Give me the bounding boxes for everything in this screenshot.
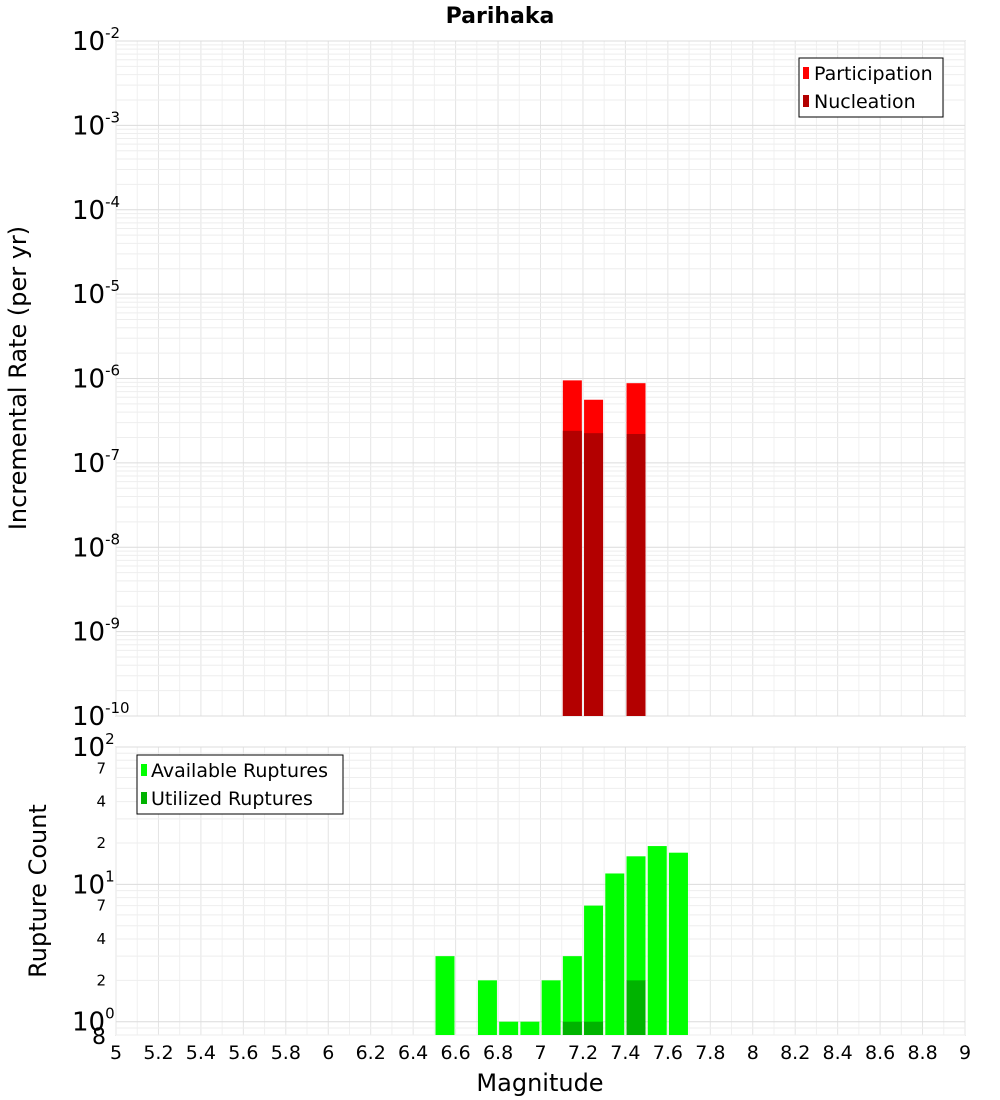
x-axis-label: Magnitude	[476, 1069, 603, 1097]
x-tick-label: 7	[534, 1042, 546, 1064]
y-tick-minor-label: 4	[96, 930, 106, 948]
x-ticks: 5 5.2 5.4 5.6 5.8 6 6.2 6.4 6.6 6.8 7 7.2 7.4 7.6 7.8 8…	[110, 1042, 971, 1064]
legend-swatch-nucleation	[803, 95, 809, 107]
bottom-bar-available-ruptures	[605, 873, 625, 1035]
bottom-bar-available-ruptures	[562, 956, 582, 1035]
x-tick-label: 6.6	[440, 1042, 470, 1064]
y-tick-minor-label: 8	[92, 1025, 106, 1050]
top-bar-nucleation	[584, 433, 604, 716]
x-tick-label: 6.2	[356, 1042, 386, 1064]
top-legend-box	[798, 57, 944, 118]
bottom-bar-available-ruptures	[477, 980, 497, 1035]
x-tick-label: 8	[747, 1042, 759, 1064]
y-tick-label: 10-9	[72, 615, 120, 648]
x-tick-label: 8.8	[907, 1042, 937, 1064]
y-tick-label: 10-4	[72, 193, 120, 226]
y-tick-label: 100	[72, 1005, 115, 1038]
bottom-legend-box	[136, 754, 344, 815]
y-tick-minor-label: 4	[96, 793, 106, 811]
y-tick-label: 101	[72, 867, 115, 900]
y-tick-label: 102	[72, 730, 115, 763]
x-tick-label: 5.8	[271, 1042, 301, 1064]
chart-title: Parihaka	[446, 4, 555, 29]
legend-label-available-ruptures: Available Ruptures	[151, 760, 328, 782]
bottom-y-axis-label: Rupture Count	[24, 804, 52, 978]
y-tick-minor-label: 2	[96, 834, 106, 852]
x-tick-label: 7.2	[568, 1042, 598, 1064]
legend-swatch-available-ruptures	[141, 764, 147, 776]
x-tick-label: 5	[110, 1042, 122, 1064]
y-tick-label: 10-5	[72, 277, 120, 310]
y-tick-label: 10-6	[72, 362, 120, 395]
bottom-bar-available-ruptures	[647, 846, 667, 1035]
y-tick-label: 10-2	[72, 24, 120, 57]
bottom-bar-utilized-ruptures	[584, 1021, 604, 1035]
top-y-ticks: 10-10 10-9 10-8 10-7 10-6 10-5 10-4 10-3 10-2	[72, 24, 130, 732]
x-tick-label: 9	[959, 1042, 971, 1064]
y-tick-minor-label: 7	[96, 897, 106, 915]
bottom-bars	[435, 846, 688, 1035]
y-tick-minor-label: 2	[96, 971, 106, 989]
bottom-bar-available-ruptures	[668, 852, 688, 1035]
x-tick-label: 5.2	[143, 1042, 173, 1064]
legend-label-nucleation: Nucleation	[814, 91, 916, 113]
top-bar-nucleation	[626, 433, 646, 716]
x-tick-label: 6.8	[483, 1042, 513, 1064]
x-tick-label: 7.6	[653, 1042, 683, 1064]
x-tick-label: 5.6	[228, 1042, 258, 1064]
y-tick-minor-label: 7	[96, 759, 106, 777]
top-bars	[562, 380, 646, 716]
y-tick-label: 10-10	[72, 699, 130, 732]
bottom-bar-utilized-ruptures	[562, 1021, 582, 1035]
x-tick-label: 6.4	[398, 1042, 428, 1064]
bottom-legend: Available Ruptures Utilized Ruptures	[136, 754, 344, 815]
x-tick-label: 5.4	[186, 1042, 216, 1064]
y-tick-label: 10-3	[72, 108, 120, 141]
top-bar-nucleation	[562, 430, 582, 716]
bottom-bar-utilized-ruptures	[626, 980, 646, 1035]
top-legend: Participation Nucleation	[798, 57, 944, 118]
top-y-axis-label: Incremental Rate (per yr)	[4, 226, 32, 530]
top-grid	[115, 40, 966, 717]
legend-label-utilized-ruptures: Utilized Ruptures	[151, 788, 313, 810]
x-tick-label: 8.2	[780, 1042, 810, 1064]
bottom-bar-available-ruptures	[541, 980, 561, 1035]
bottom-y-ticks: 100 101 102 8 2 4 7 2 4 7	[72, 730, 115, 1050]
y-tick-label: 10-8	[72, 530, 120, 563]
top-panel: 10-10 10-9 10-8 10-7 10-6 10-5 10-4 10-3 10-2 In…	[4, 24, 966, 732]
x-tick-label: 7.8	[695, 1042, 725, 1064]
legend-swatch-utilized-ruptures	[141, 792, 147, 804]
bottom-bar-available-ruptures	[499, 1021, 519, 1035]
x-tick-label: 7.4	[610, 1042, 640, 1064]
x-tick-label: 8.6	[865, 1042, 895, 1064]
bottom-bar-available-ruptures	[584, 905, 604, 1035]
bottom-bar-available-ruptures	[520, 1021, 540, 1035]
bottom-grid	[115, 746, 966, 1036]
y-tick-label: 10-7	[72, 446, 120, 479]
bottom-bar-available-ruptures	[435, 956, 455, 1035]
x-tick-label: 8.4	[823, 1042, 853, 1064]
legend-label-participation: Participation	[814, 63, 933, 85]
legend-swatch-participation	[803, 67, 809, 79]
bottom-panel: 100 101 102 8 2 4 7 2 4 7 5 5.2 5.4 5.6 5.8 6 6.2 6.4 6.6…	[24, 730, 971, 1097]
x-tick-label: 6	[322, 1042, 334, 1064]
